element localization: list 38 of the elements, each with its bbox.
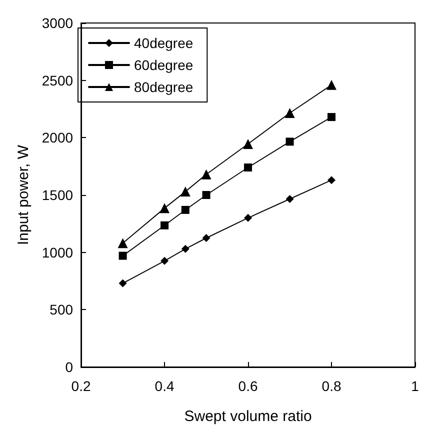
x-tick-label: 0.6 [238, 378, 258, 394]
point [160, 221, 169, 230]
point [326, 80, 337, 90]
point [328, 176, 336, 184]
point [181, 244, 190, 253]
y-tick-label: 3000 [42, 15, 74, 31]
point [286, 195, 294, 204]
point [244, 163, 252, 172]
y-tick-label: 1500 [42, 187, 74, 203]
y-tick-label: 0 [65, 359, 74, 375]
x-tick-label: 1 [411, 378, 420, 394]
legend-label: 80degree [134, 79, 194, 95]
legend-label: 60degree [134, 57, 194, 73]
x-axis-title: Swept volume ratio [184, 408, 312, 425]
point [201, 169, 212, 180]
point [328, 113, 336, 122]
point [286, 138, 294, 146]
point [284, 108, 295, 118]
y-tick-label: 1000 [42, 244, 74, 260]
y-axis-title: Input power, W [15, 144, 32, 246]
y-tick-label: 500 [50, 302, 74, 318]
point [160, 203, 170, 214]
point [202, 191, 210, 199]
point [118, 252, 127, 260]
x-tick-label: 0.8 [322, 378, 342, 394]
y-tick-label: 2000 [42, 130, 74, 146]
point [160, 256, 169, 265]
point [118, 238, 128, 248]
point [118, 279, 127, 288]
point [244, 214, 252, 222]
x-tick-label: 0.4 [154, 378, 174, 394]
x-tick-label: 0.2 [71, 378, 91, 394]
legend-label: 40degree [134, 35, 194, 51]
point [202, 234, 210, 242]
point [181, 206, 190, 214]
point [243, 138, 254, 149]
point [180, 186, 190, 197]
y-tick-label: 2500 [42, 72, 74, 88]
